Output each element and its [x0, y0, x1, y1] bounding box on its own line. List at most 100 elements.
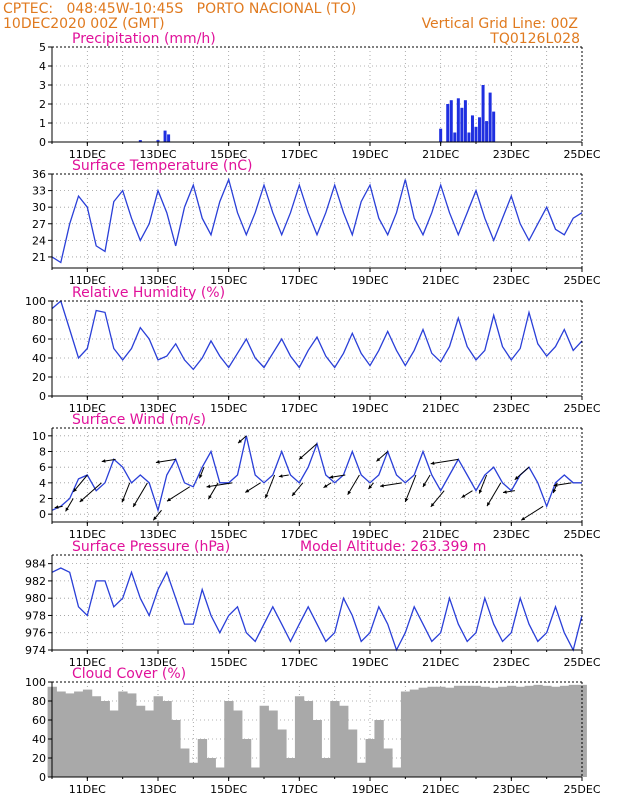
cloud-cover-bar: [524, 685, 534, 777]
panel-4: 0 2 4 6 8 10 11DEC 13DEC 15DEC 17DEC 19DEC 21DEC 23D…: [32, 427, 601, 541]
x-tick-label: 25DEC: [563, 528, 600, 541]
wind-vector-head: [79, 498, 84, 503]
x-tick-label: 19DEC: [351, 402, 388, 415]
cloud-cover-bar: [489, 687, 499, 777]
wind-vector-head: [245, 489, 250, 493]
y-tick-label: 40: [32, 352, 46, 365]
x-tick-label: 11DEC: [69, 783, 106, 796]
x-tick-label: 23DEC: [493, 148, 530, 161]
y-tick-label: 0: [39, 136, 46, 149]
wind-vector-shaft: [166, 486, 191, 502]
x-tick-label: 25DEC: [563, 402, 600, 415]
cloud-cover-bar: [259, 705, 269, 777]
wind-vector-shaft: [132, 482, 148, 508]
header-run: 10DEC2020 00Z (GMT): [3, 16, 165, 32]
y-tick-label: 976: [25, 627, 46, 640]
wind-vector-head: [278, 474, 283, 478]
wind-vector-shaft: [298, 443, 318, 460]
x-tick-label: 25DEC: [563, 656, 600, 669]
y-tick-label: 60: [32, 714, 46, 727]
cloud-cover-bar: [365, 739, 375, 777]
cloud-cover-bar: [294, 696, 305, 777]
series-line: [51, 299, 583, 371]
x-tick-label: 19DEC: [351, 528, 388, 541]
y-tick-label: 0: [39, 508, 46, 521]
y-tick-label: 24: [32, 234, 46, 247]
wind-vector-head: [206, 484, 211, 489]
wind-vector-head: [329, 475, 334, 479]
x-tick-label: 19DEC: [351, 656, 388, 669]
panel-1: 0 1 2 3 4 5 11DEC 13DEC 15DEC 17DEC 19DEC 21DEC 23DE…: [39, 41, 601, 161]
cloud-cover-bar: [427, 686, 437, 777]
cloud-cover-bar: [339, 705, 349, 777]
cloud-cover-bar: [241, 739, 252, 777]
y-tick-label: 974: [25, 644, 46, 657]
x-tick-label: 23DEC: [493, 656, 530, 669]
x-tick-label: 13DEC: [139, 274, 176, 287]
cloud-cover-bar: [462, 685, 473, 777]
y-tick-label: 3: [39, 79, 46, 92]
wind-vector-head: [121, 498, 126, 503]
y-tick-label: 0: [39, 390, 46, 403]
cloud-cover-bar: [445, 687, 455, 777]
wind-vector-head: [133, 502, 137, 507]
wind-vector-head: [238, 439, 242, 444]
wind-title: Surface Wind (m/s): [72, 412, 206, 428]
cloud-cover-bar: [418, 687, 428, 777]
cloud-cover-bar: [250, 767, 261, 777]
cloud-cover-bar: [74, 691, 84, 777]
wind-vector-head: [422, 483, 427, 488]
cloud-cover-bar: [551, 686, 561, 777]
cloud-cover-bar: [347, 729, 358, 777]
header-grid-line: Vertical Grid Line: 00Z: [421, 16, 578, 32]
precip-bar: [453, 132, 457, 142]
cloud-cover-bar: [144, 710, 155, 777]
y-tick-label: 984: [25, 558, 46, 571]
x-tick-label: 17DEC: [281, 528, 318, 541]
x-tick-label: 19DEC: [351, 148, 388, 161]
x-tick-label: 19DEC: [351, 274, 388, 287]
y-tick-label: 80: [32, 695, 46, 708]
cloud-cover-bar: [127, 693, 137, 777]
y-tick-label: 6: [39, 461, 46, 474]
x-tick-label: 17DEC: [281, 148, 318, 161]
wind-vector-shaft: [206, 482, 233, 488]
cloud-cover-bar: [135, 705, 146, 777]
panel-5: 974 976 978 980 982 984 11DEC 13DEC 15DEC 17DEC 19…: [25, 554, 601, 669]
precip-bar: [456, 98, 460, 142]
precip-bar: [474, 126, 478, 142]
y-tick-label: 2: [39, 98, 46, 111]
cloud-cover-bar: [506, 685, 517, 777]
x-tick-label: 11DEC: [69, 274, 106, 287]
cloud-cover-bar: [436, 686, 446, 777]
x-tick-label: 25DEC: [563, 783, 600, 796]
cloud-cover-bar: [188, 762, 199, 777]
y-tick-label: 980: [25, 592, 46, 605]
cloud-cover-bar: [91, 696, 102, 777]
temperature-title: Surface Temperature (nC): [72, 158, 253, 174]
series-line: [51, 435, 582, 513]
cloud-cover-bar: [197, 739, 208, 777]
wind-vector-head: [54, 505, 59, 509]
y-tick-label: 10: [32, 430, 46, 443]
y-tick-label: 1: [39, 117, 46, 130]
x-tick-label: 23DEC: [493, 274, 530, 287]
cloud-cover-bar: [171, 720, 181, 777]
cloud-cover-bar: [409, 689, 420, 777]
precip-bar: [163, 130, 167, 142]
wind-vector-head: [368, 485, 373, 489]
y-tick-label: 30: [32, 201, 46, 214]
cloud-cover-bar: [533, 684, 543, 777]
x-tick-label: 23DEC: [493, 402, 530, 415]
model-altitude-label: Model Altitude: 263.399 m: [300, 539, 487, 555]
x-tick-label: 11DEC: [69, 148, 106, 161]
y-tick-label: 8: [39, 446, 46, 459]
x-tick-label: 21DEC: [422, 402, 459, 415]
x-tick-label: 15DEC: [210, 148, 247, 161]
panel-3: 0 20 40 60 80 100 11DEC 13DEC 15DEC 17DEC 19DEC 21D…: [25, 295, 601, 415]
y-tick-label: 5: [39, 41, 46, 54]
y-tick-label: 4: [39, 477, 46, 490]
humidity-title: Relative Humidity (%): [72, 285, 226, 301]
precipitation-title: Precipitation (mm/h): [72, 31, 216, 47]
y-tick-label: 33: [32, 185, 46, 198]
